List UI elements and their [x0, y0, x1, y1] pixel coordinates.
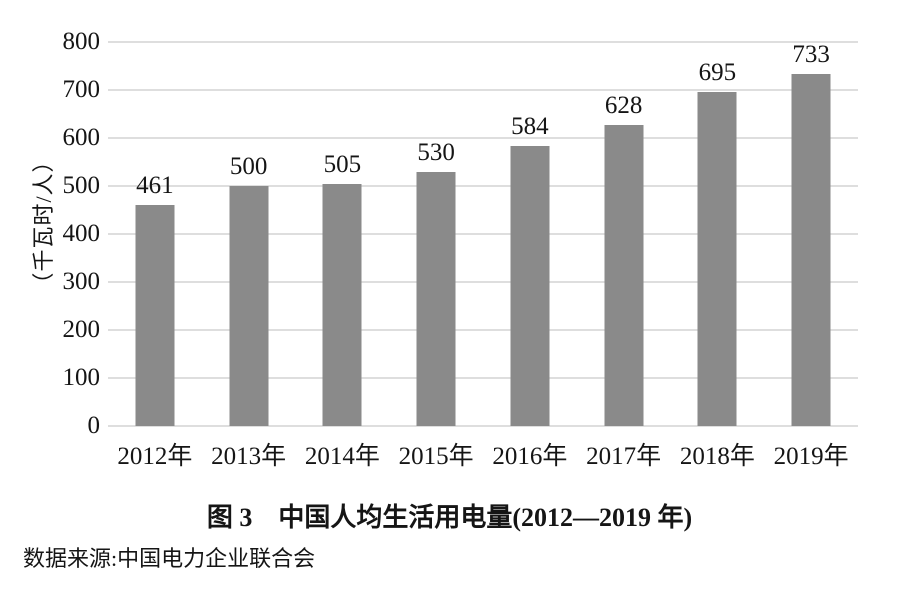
bar-column-2017年: 628	[577, 42, 671, 426]
gridline-400	[108, 233, 858, 235]
y-tick-label-400: 400	[62, 220, 101, 247]
data-source-note: 数据来源:中国电力企业联合会	[23, 546, 316, 571]
gridline-700	[108, 89, 858, 91]
plot-area: 461 500 505 530 584 628 695 733	[108, 41, 858, 427]
x-axis-tick-labels: 2012年 2013年 2014年 2015年 2016年 2017年 2018年 2019年	[108, 436, 858, 472]
x-tick-label-2012年: 2012年	[117, 443, 193, 470]
y-tick-label-200: 200	[62, 316, 101, 343]
bar-2016年	[510, 145, 550, 426]
gridline-200	[108, 329, 858, 331]
x-tick-label-2015年: 2015年	[398, 443, 474, 470]
y-tick-label-100: 100	[62, 364, 101, 391]
value-label-2013年: 500	[229, 153, 268, 180]
chart-title: 图 3 中国人均生活用电量(2012—2019 年)	[206, 503, 693, 532]
bar-column-2019年: 733	[764, 42, 858, 426]
bar-2019年	[791, 74, 831, 426]
gridline-600	[108, 137, 858, 139]
gridline-100	[108, 377, 858, 379]
y-tick-label-500: 500	[62, 172, 101, 199]
bar-column-2013年: 500	[202, 42, 296, 426]
gridline-800	[108, 41, 858, 43]
y-tick-label-800: 800	[62, 28, 101, 55]
bar-column-2018年: 695	[671, 42, 765, 426]
value-label-2016年: 584	[511, 112, 549, 140]
value-label-2014年: 505	[323, 150, 362, 178]
bar-2018年	[697, 92, 737, 426]
value-label-2019年: 733	[792, 41, 830, 69]
y-tick-label-0: 0	[87, 412, 101, 439]
bar-2017年	[604, 124, 644, 426]
bar-column-2012年: 461	[108, 42, 202, 426]
y-tick-label-300: 300	[62, 268, 101, 295]
bar-2014年	[322, 183, 362, 426]
x-tick-label-2018年: 2018年	[679, 443, 755, 470]
bar-column-2016年: 584	[483, 42, 577, 426]
gridline-300	[108, 281, 858, 283]
x-tick-label-2014年: 2014年	[304, 443, 380, 470]
bar-2015年	[416, 171, 456, 426]
bar-2013年	[229, 186, 269, 426]
value-label-2012年: 461	[136, 171, 174, 199]
gridline-500	[108, 185, 858, 187]
gridline-0	[108, 425, 858, 427]
y-tick-label-600: 600	[62, 124, 101, 151]
bar-columns: 461 500 505 530 584 628 695 733	[108, 42, 858, 426]
x-tick-label-2019年: 2019年	[773, 443, 849, 470]
x-tick-label-2016年: 2016年	[492, 443, 568, 470]
y-tick-label-700: 700	[62, 76, 101, 103]
y-axis-tick-labels: 800 700 600 500 400 300 200 100 0	[0, 28, 101, 439]
x-tick-label-2013年: 2013年	[211, 443, 287, 470]
bar-column-2015年: 530	[389, 42, 483, 426]
value-label-2018年: 695	[698, 59, 737, 87]
x-tick-label-2017年: 2017年	[586, 443, 662, 470]
bar-column-2014年: 505	[296, 42, 390, 426]
value-label-2015年: 530	[417, 138, 455, 166]
value-label-2017年: 628	[604, 91, 643, 119]
bar-2012年	[135, 204, 175, 426]
